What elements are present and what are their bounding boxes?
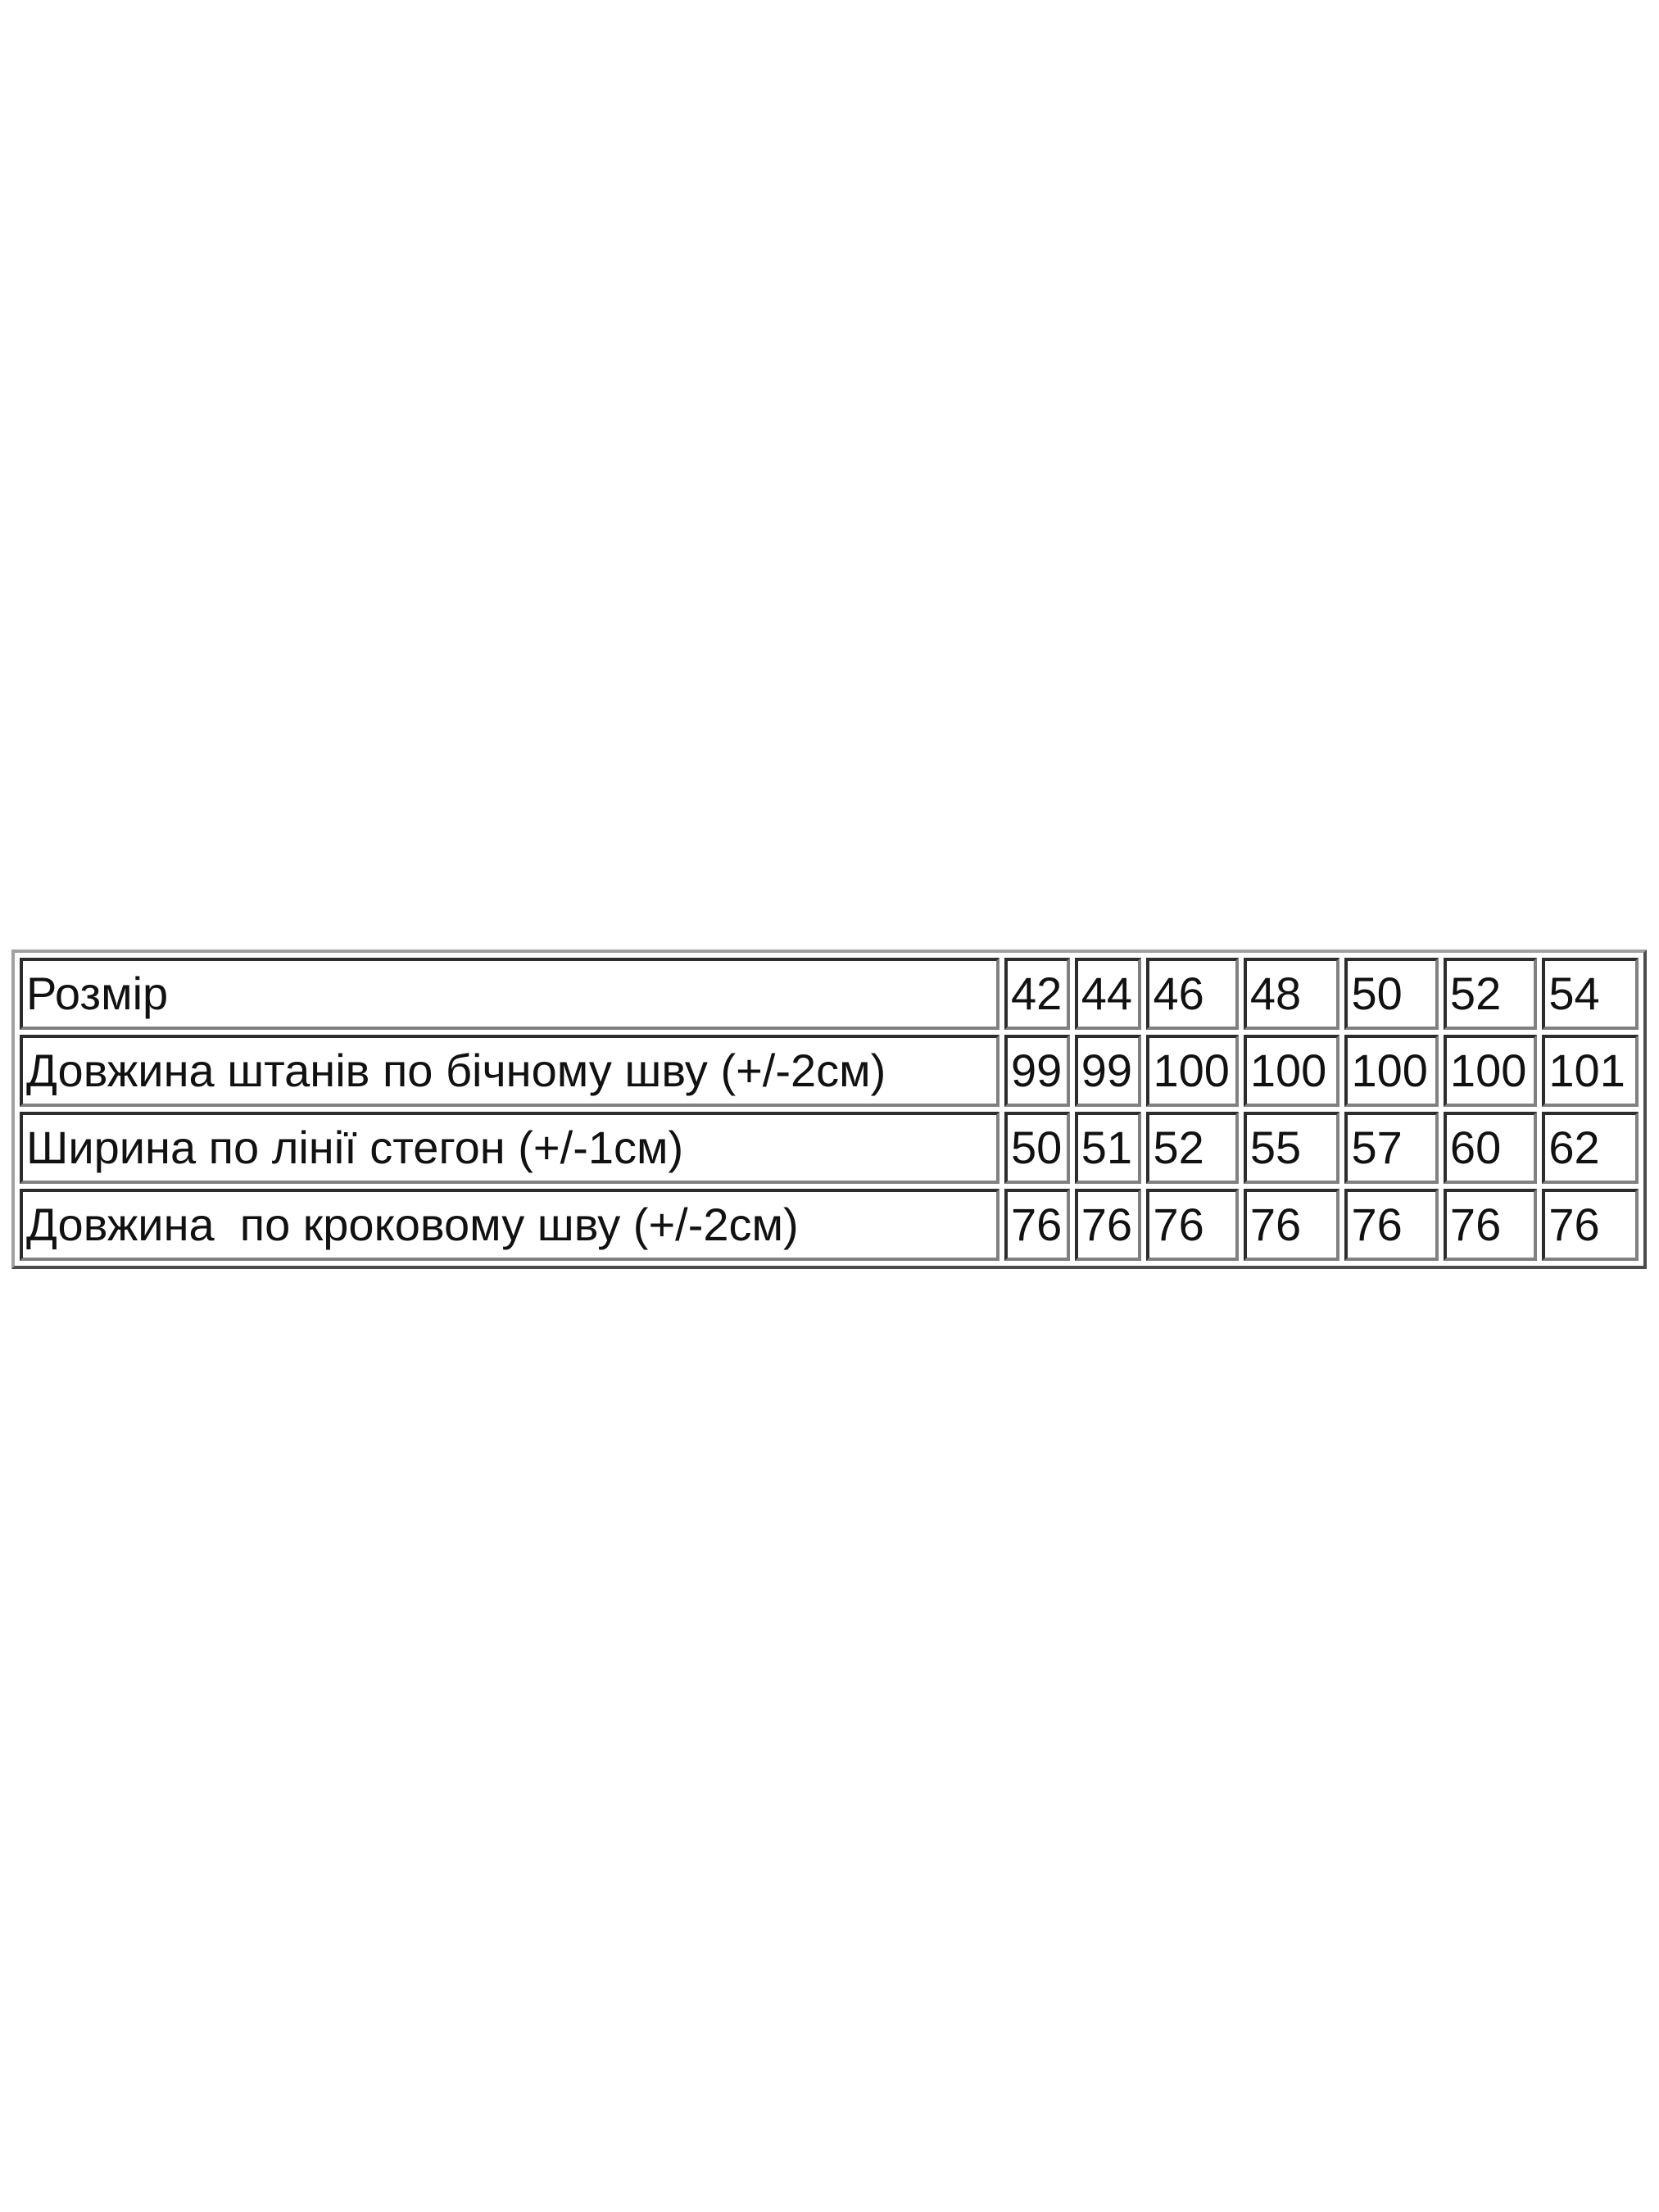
value-cell: 52 (1146, 1112, 1239, 1184)
row-label: Розмір (20, 958, 999, 1030)
value-cell: 55 (1243, 1112, 1340, 1184)
value-cell: 57 (1344, 1112, 1439, 1184)
value-cell: 76 (1243, 1189, 1340, 1261)
row-label: Довжина по кроковому шву (+/-2см) (20, 1189, 999, 1261)
row-label: Ширина по лінії стегон (+/-1см) (20, 1112, 999, 1184)
size-cell: 54 (1542, 958, 1639, 1030)
size-cell: 52 (1443, 958, 1538, 1030)
value-cell: 100 (1344, 1035, 1439, 1107)
size-cell: 48 (1243, 958, 1340, 1030)
size-cell: 50 (1344, 958, 1439, 1030)
size-cell: 44 (1074, 958, 1142, 1030)
value-cell: 76 (1004, 1189, 1070, 1261)
value-cell: 100 (1443, 1035, 1538, 1107)
value-cell: 100 (1146, 1035, 1239, 1107)
value-cell: 51 (1074, 1112, 1142, 1184)
size-header-row: Розмір 42 44 46 48 50 52 54 (20, 958, 1639, 1030)
size-chart-table: Розмір 42 44 46 48 50 52 54 Довжина штанів по бі… (11, 950, 1647, 1269)
value-cell: 60 (1443, 1112, 1538, 1184)
value-cell: 62 (1542, 1112, 1639, 1184)
value-cell: 76 (1443, 1189, 1538, 1261)
size-cell: 46 (1146, 958, 1239, 1030)
value-cell: 99 (1004, 1035, 1070, 1107)
value-cell: 76 (1146, 1189, 1239, 1261)
row-label: Довжина штанів по бічному шву (+/-2см) (20, 1035, 999, 1107)
size-chart-body: Розмір 42 44 46 48 50 52 54 Довжина штанів по бі… (20, 958, 1639, 1261)
value-cell: 50 (1004, 1112, 1070, 1184)
size-cell: 42 (1004, 958, 1070, 1030)
measurement-row: Довжина по кроковому шву (+/-2см) 76 76 76 7… (20, 1189, 1639, 1261)
value-cell: 76 (1542, 1189, 1639, 1261)
measurement-row: Ширина по лінії стегон (+/-1см) 50 51 52 55 5… (20, 1112, 1639, 1184)
value-cell: 99 (1074, 1035, 1142, 1107)
value-cell: 101 (1542, 1035, 1639, 1107)
value-cell: 100 (1243, 1035, 1340, 1107)
value-cell: 76 (1344, 1189, 1439, 1261)
value-cell: 76 (1074, 1189, 1142, 1261)
measurement-row: Довжина штанів по бічному шву (+/-2см) 99… (20, 1035, 1639, 1107)
